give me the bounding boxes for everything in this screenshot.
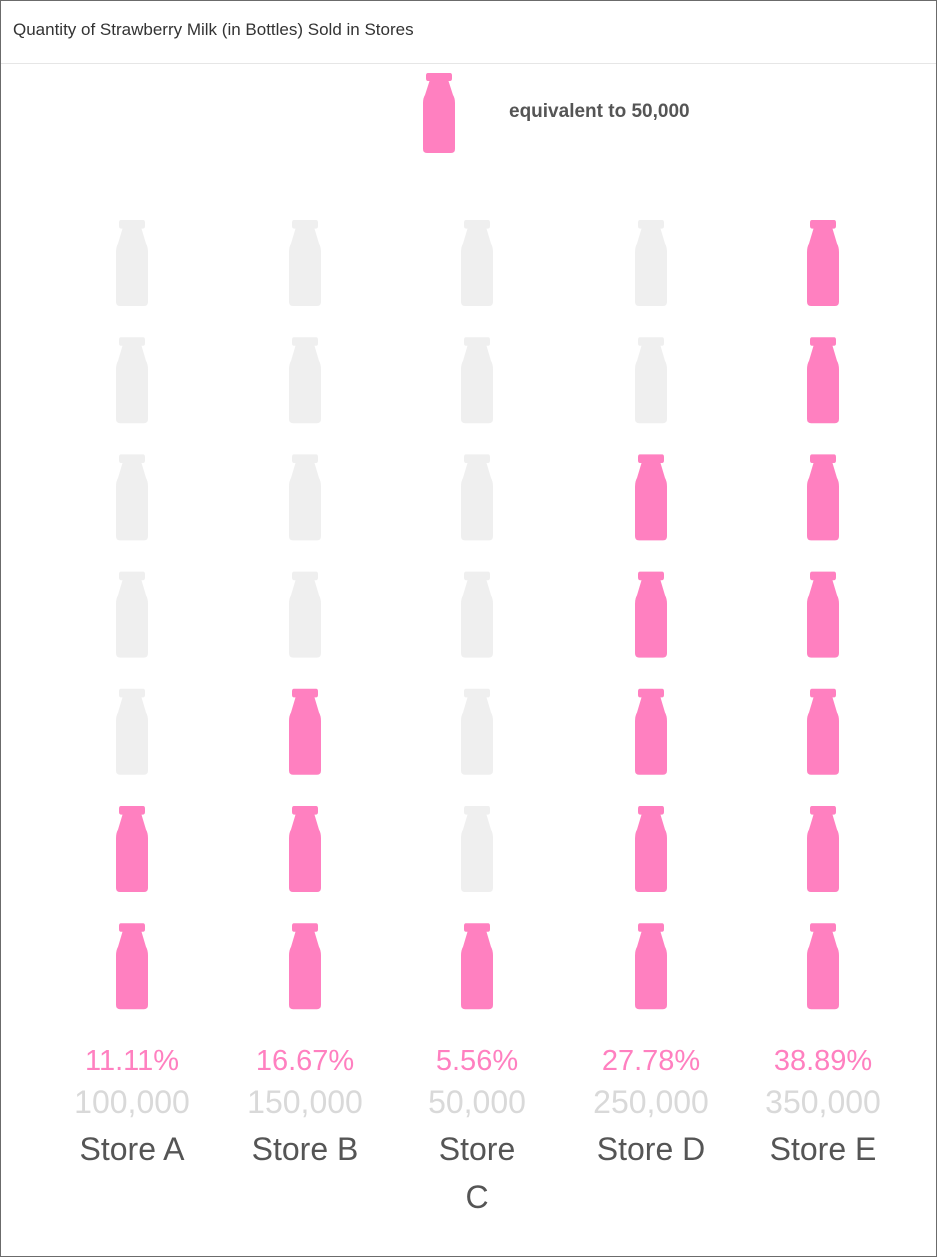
percent-label: 16.67% [255, 1045, 355, 1077]
value-label: 100,000 [74, 1084, 190, 1120]
filled-bottle-icon [807, 923, 839, 1010]
empty-bottle-icon [289, 220, 321, 306]
empty-bottle-icon [461, 454, 493, 541]
filled-bottle-icon [116, 923, 148, 1010]
empty-bottle-icon [635, 337, 667, 424]
legend-label: equivalent to 50,000 [509, 101, 690, 122]
empty-bottle-icon [461, 688, 493, 775]
percent-label: 11.11% [84, 1045, 180, 1077]
empty-bottle-icon [116, 454, 148, 541]
category-labels: 38.89% 350,000 Store E [738, 1043, 908, 1173]
percent-label: 5.56% [435, 1045, 519, 1077]
filled-bottle-icon [635, 806, 667, 892]
filled-bottle-icon [635, 923, 667, 1010]
filled-bottle-icon [289, 688, 321, 775]
empty-bottle-icon [461, 806, 493, 892]
filled-bottle-icon [116, 806, 148, 892]
category-labels: 16.67% 150,000 Store B [220, 1043, 390, 1173]
percent-label: 38.89% [773, 1045, 873, 1077]
category-labels: 11.11% 100,000 Store A [47, 1043, 217, 1173]
empty-bottle-icon [116, 571, 148, 658]
milk-bottle-icon [423, 73, 455, 153]
empty-bottle-icon [116, 688, 148, 775]
filled-bottle-icon [807, 220, 839, 306]
filled-bottle-icon [807, 454, 839, 541]
category-label: Store B [251, 1131, 359, 1167]
filled-bottle-icon [635, 454, 667, 541]
empty-bottle-icon [461, 337, 493, 424]
filled-bottle-icon [635, 571, 667, 658]
filled-bottle-icon [807, 688, 839, 775]
empty-bottle-icon [289, 454, 321, 541]
value-label: 350,000 [765, 1084, 881, 1120]
empty-bottle-icon [116, 220, 148, 306]
filled-bottle-icon [807, 337, 839, 424]
filled-bottle-icon [289, 806, 321, 892]
category-label: Store E [769, 1131, 877, 1167]
category-label: Store A [79, 1131, 185, 1167]
value-label: 150,000 [247, 1084, 363, 1120]
title-divider [1, 63, 936, 64]
chart-title: Quantity of Strawberry Milk (in Bottles)… [13, 20, 414, 39]
filled-bottle-icon [807, 806, 839, 892]
filled-bottle-icon [461, 923, 493, 1010]
empty-bottle-icon [461, 571, 493, 658]
filled-bottle-icon [289, 923, 321, 1010]
empty-bottle-icon [289, 337, 321, 424]
category-label: Store C [438, 1131, 516, 1215]
filled-bottle-icon [635, 688, 667, 775]
value-label: 250,000 [593, 1084, 709, 1120]
empty-bottle-icon [635, 220, 667, 306]
percent-label: 27.78% [601, 1045, 701, 1077]
category-label: Store D [596, 1131, 706, 1167]
empty-bottle-icon [116, 337, 148, 424]
category-labels: 27.78% 250,000 Store D [566, 1043, 736, 1173]
value-label: 50,000 [428, 1084, 526, 1120]
empty-bottle-icon [461, 220, 493, 306]
category-labels: 5.56% 50,000 Store C [392, 1043, 562, 1221]
empty-bottle-icon [289, 571, 321, 658]
filled-bottle-icon [807, 571, 839, 658]
